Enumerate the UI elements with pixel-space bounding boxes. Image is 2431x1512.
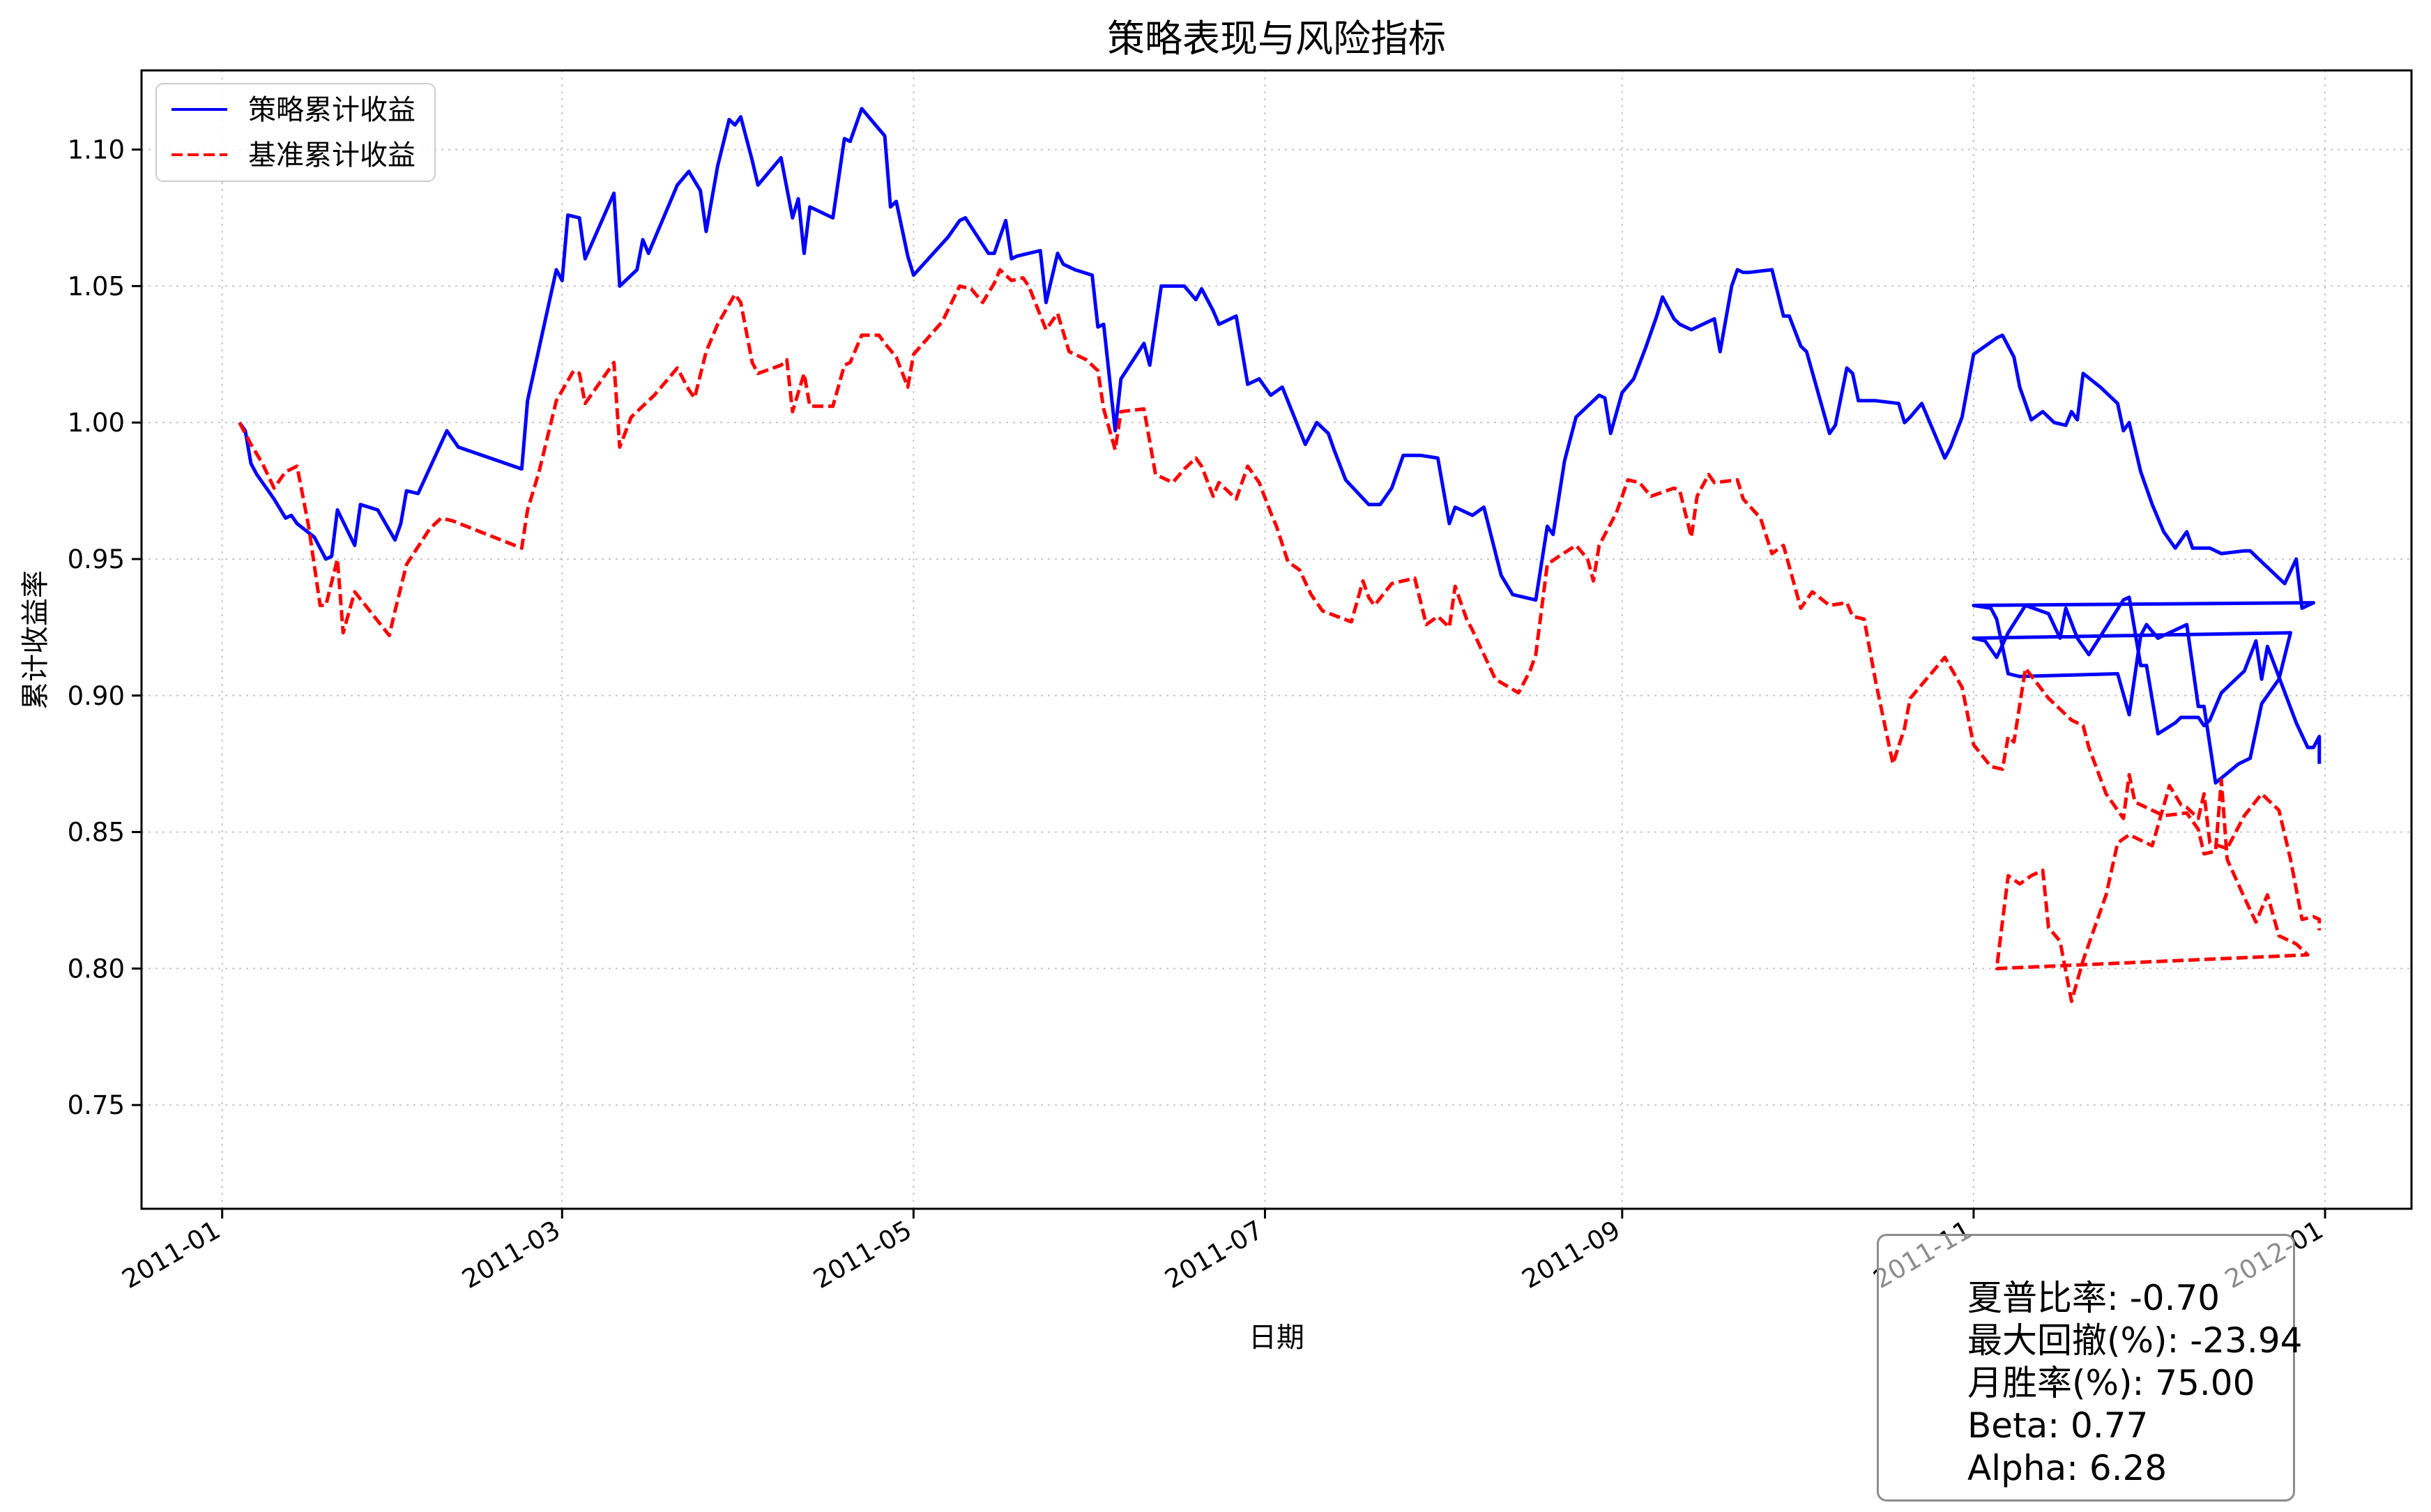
y-tick-label: 1.05 [68,271,125,301]
y-tick-label: 0.80 [68,954,125,984]
x-axis-label: 日期 [1249,1322,1304,1354]
legend-label-benchmark: 基准累计收益 [248,139,416,171]
y-axis-ticks: 0.75 0.80 0.85 0.90 0.95 1.00 1.05 1.10 [68,135,142,1120]
plot-area-frame [140,69,2413,1210]
grid-lines [142,70,2411,1209]
stats-max-drawdown: 最大回撤(%): -23.94 [1967,1320,2303,1361]
y-tick-label: 0.85 [68,818,125,848]
strategy-line [238,107,2322,785]
y-tick-label: 1.00 [68,408,125,438]
legend: 策略累计收益 基准累计收益 [155,83,436,182]
stats-box [1877,1234,2295,1502]
y-axis-label: 累计收益率 [20,570,52,710]
y-tick-label: 0.95 [68,544,125,574]
stats-text: 夏普比率: -0.70 最大回撤(%): -23.94 月胜率(%): 75.00 B… [1967,1277,2302,1490]
legend-label-strategy: 策略累计收益 [248,94,416,126]
plot-series [238,107,2322,1003]
y-tick-label: 0.75 [68,1090,125,1120]
stats-beta: Beta: 0.77 [1967,1405,2149,1446]
chart-title: 策略表现与风险指标 [1107,17,1446,61]
stats-alpha: Alpha: 6.28 [1967,1448,2167,1488]
y-tick-label: 1.10 [68,135,125,165]
benchmark-line [238,268,2322,1003]
stats-sharpe: 夏普比率: -0.70 [1967,1278,2220,1318]
y-tick-label: 0.90 [68,681,125,711]
stats-monthly-win-rate: 月胜率(%): 75.00 [1967,1363,2255,1403]
